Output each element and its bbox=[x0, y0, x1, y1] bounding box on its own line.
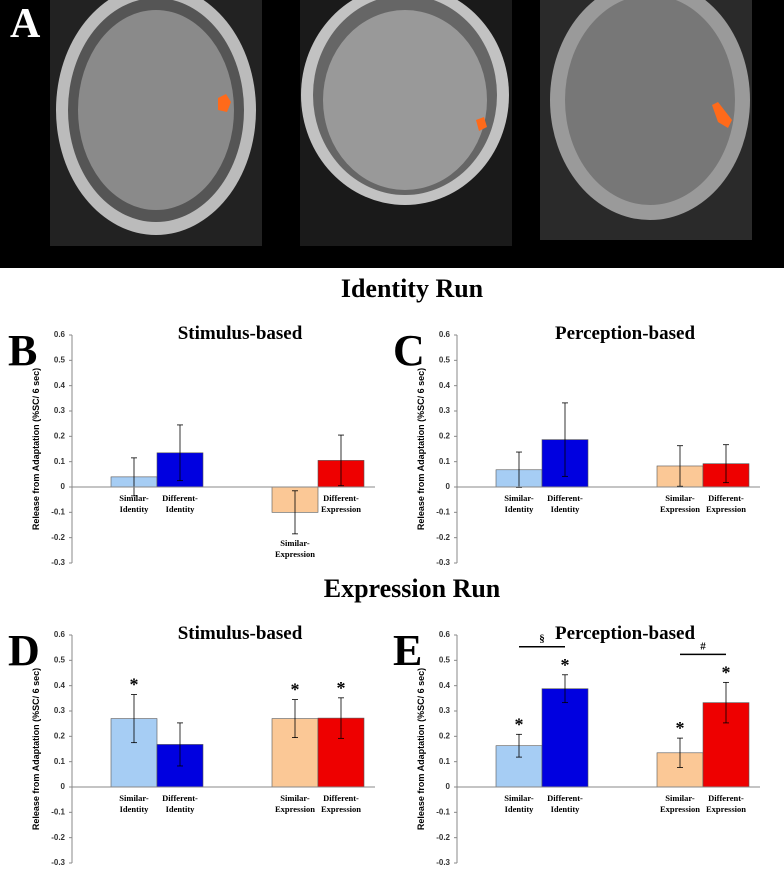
y-tick-label: 0.4 bbox=[439, 681, 451, 690]
x-tick-label: Different-Expression bbox=[706, 793, 746, 814]
x-tick-label: Different-Identity bbox=[162, 493, 198, 514]
significance-marker: * bbox=[337, 678, 346, 698]
brain-scan bbox=[300, 0, 512, 246]
panel-label: B bbox=[8, 326, 37, 375]
x-tick-label: Similar-Expression bbox=[660, 493, 700, 514]
y-tick-label: 0.3 bbox=[439, 706, 451, 715]
y-tick-label: 0.3 bbox=[54, 406, 66, 415]
x-tick-label: Different-Expression bbox=[321, 793, 361, 814]
y-tick-label: 0.4 bbox=[54, 381, 66, 390]
y-tick-label: 0.5 bbox=[54, 655, 66, 664]
x-tick-label: Similar-Expression bbox=[660, 793, 700, 814]
x-tick-label: Similar-Identity bbox=[504, 793, 534, 814]
significance-marker: * bbox=[515, 714, 524, 734]
significance-marker: * bbox=[130, 675, 139, 695]
y-tick-label: -0.3 bbox=[51, 858, 65, 867]
brain-scan bbox=[50, 0, 262, 246]
brain-scan bbox=[540, 0, 752, 240]
comparison-label: § bbox=[539, 633, 545, 645]
y-tick-label: -0.1 bbox=[436, 807, 450, 816]
y-tick-label: -0.1 bbox=[51, 507, 65, 516]
x-tick-label: Similar-Identity bbox=[504, 493, 534, 514]
y-tick-label: 0 bbox=[446, 482, 451, 491]
significance-marker: * bbox=[561, 655, 570, 675]
y-tick-label: -0.2 bbox=[51, 833, 65, 842]
y-axis-label: Release from Adaptation (%SC/ 6 sec) bbox=[31, 668, 41, 830]
section-heading: Expression Run bbox=[324, 574, 501, 603]
y-tick-label: 0.1 bbox=[54, 457, 66, 466]
panel-label: D bbox=[8, 626, 40, 675]
y-axis-label: Release from Adaptation (%SC/ 6 sec) bbox=[416, 368, 426, 530]
y-tick-label: 0.2 bbox=[439, 431, 451, 440]
y-axis-label: Release from Adaptation (%SC/ 6 sec) bbox=[416, 668, 426, 830]
chart-title: Perception-based bbox=[555, 323, 695, 344]
y-tick-label: 0 bbox=[61, 482, 66, 491]
chart-title: Stimulus-based bbox=[178, 323, 303, 344]
comparison-label: # bbox=[700, 640, 706, 652]
panel-label: E bbox=[393, 626, 422, 675]
y-tick-label: 0 bbox=[61, 782, 66, 791]
y-tick-label: -0.3 bbox=[436, 858, 450, 867]
bar bbox=[541, 688, 589, 788]
x-tick-label: Different-Expression bbox=[706, 493, 746, 514]
panel-label: A bbox=[10, 1, 41, 47]
significance-marker: * bbox=[722, 662, 731, 682]
y-axis-label: Release from Adaptation (%SC/ 6 sec) bbox=[31, 368, 41, 530]
y-tick-label: 0.5 bbox=[439, 655, 451, 664]
y-tick-label: -0.2 bbox=[436, 833, 450, 842]
x-tick-label: Similar-Identity bbox=[119, 793, 149, 814]
chart-title: Stimulus-based bbox=[178, 623, 303, 644]
y-tick-label: 0.6 bbox=[54, 330, 66, 339]
y-tick-label: 0.6 bbox=[439, 630, 451, 639]
y-tick-label: 0.5 bbox=[439, 355, 451, 364]
y-tick-label: -0.1 bbox=[436, 507, 450, 516]
y-tick-label: 0.2 bbox=[54, 431, 66, 440]
y-tick-label: 0.4 bbox=[54, 681, 66, 690]
x-tick-label: Different-Identity bbox=[547, 493, 583, 514]
y-tick-label: 0.2 bbox=[54, 731, 66, 740]
y-tick-label: -0.1 bbox=[51, 807, 65, 816]
y-tick-label: -0.2 bbox=[436, 533, 450, 542]
y-tick-label: 0.3 bbox=[439, 406, 451, 415]
significance-marker: * bbox=[676, 718, 685, 738]
y-tick-label: 0.3 bbox=[54, 706, 66, 715]
x-tick-label: Similar-Expression bbox=[275, 538, 315, 559]
y-tick-label: 0 bbox=[446, 782, 451, 791]
section-heading: Identity Run bbox=[341, 274, 484, 303]
panel-label: C bbox=[393, 326, 425, 375]
significance-marker: * bbox=[291, 680, 300, 700]
y-tick-label: 0.5 bbox=[54, 355, 66, 364]
y-tick-label: 0.1 bbox=[439, 757, 451, 766]
y-tick-label: -0.3 bbox=[51, 558, 65, 567]
y-tick-label: 0.1 bbox=[439, 457, 451, 466]
y-tick-label: 0.1 bbox=[54, 757, 66, 766]
x-tick-label: Similar-Expression bbox=[275, 793, 315, 814]
y-tick-label: 0.6 bbox=[54, 630, 66, 639]
x-tick-label: Different-Identity bbox=[162, 793, 198, 814]
x-tick-label: Similar-Identity bbox=[119, 493, 149, 514]
y-tick-label: 0.2 bbox=[439, 731, 451, 740]
y-tick-label: -0.3 bbox=[436, 558, 450, 567]
y-tick-label: -0.2 bbox=[51, 533, 65, 542]
y-tick-label: 0.6 bbox=[439, 330, 451, 339]
y-tick-label: 0.4 bbox=[439, 381, 451, 390]
chart-title: Perception-based bbox=[555, 623, 695, 644]
x-tick-label: Different-Expression bbox=[321, 493, 361, 514]
x-tick-label: Different-Identity bbox=[547, 793, 583, 814]
